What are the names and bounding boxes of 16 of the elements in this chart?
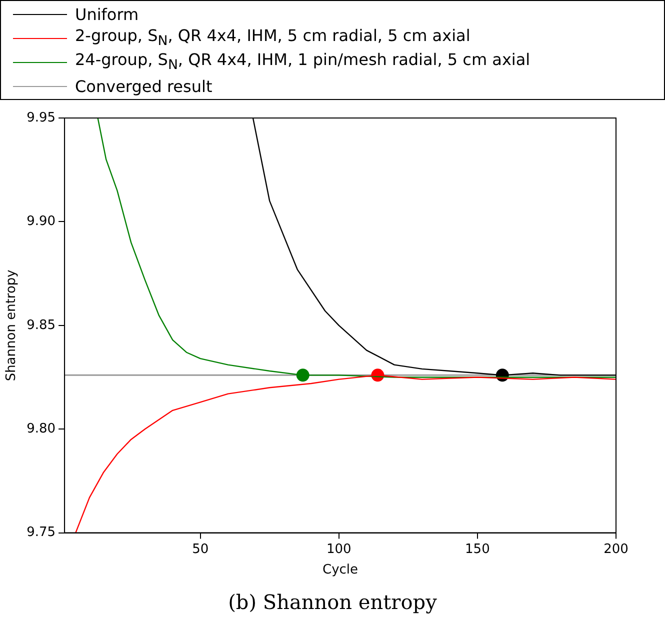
legend-label: 24-group, S$_{N}$, QR 4x4, IHM, 1 pin/mesh radial, 5 cm axial [75,50,530,74]
text: (b) Shannon entropy [227,590,438,614]
x-tick-label: 50 [192,542,209,557]
legend-label: Converged result [75,76,212,96]
x-tick-label: 150 [465,542,490,557]
x-tick-label: 100 [326,542,352,557]
y-tick-label: 9.90 [26,214,56,230]
x-tick-label: 200 [604,542,628,557]
x-axis-title: Cycle [322,562,358,578]
y-tick-label: 9.85 [26,318,56,333]
y-tick-label: 9.95 [26,110,56,126]
y-axis-title: Shannon entropy [4,269,20,382]
legend-label: 2-group, S$_{N}$, QR 4x4, IHM, 5 cm radial, 5 cm axial [75,26,470,50]
y-tick-label: 9.80 [26,421,56,436]
y-tick-label: 9.75 [26,525,56,540]
legend-label: Uniform [75,4,139,24]
